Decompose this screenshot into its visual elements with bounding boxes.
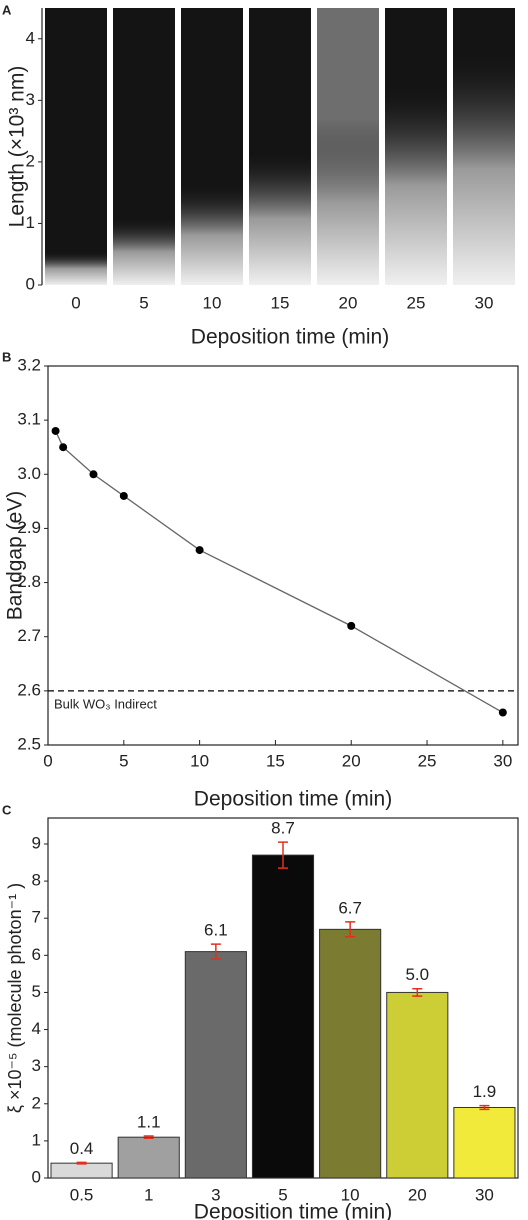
- error-bar: [345, 921, 356, 938]
- bar: [453, 1106, 516, 1179]
- value-label: 1.1: [137, 1113, 161, 1132]
- y-tick-label: 9: [32, 833, 41, 852]
- sem-image: [45, 8, 107, 285]
- x-axis-title: Deposition time (min): [191, 326, 389, 349]
- data-line: [54, 430, 504, 714]
- x-tick-label: 10: [341, 1185, 360, 1204]
- x-axis-title: Deposition time (min): [194, 1201, 392, 1220]
- x-tick-label: 5: [119, 751, 128, 770]
- x-tick-label: 30: [493, 751, 512, 770]
- x-tick-label: 10: [190, 751, 209, 770]
- data-point: [89, 470, 98, 479]
- y-tick-label: 2: [26, 151, 35, 170]
- value-label: 6.1: [204, 921, 228, 940]
- y-tick-label: 1: [32, 1130, 41, 1149]
- bar: [50, 1162, 113, 1179]
- x-axis-title: Deposition time (min): [194, 788, 392, 811]
- y-tick-label: 2.7: [17, 626, 41, 645]
- data-point: [347, 621, 356, 630]
- nanostructure-growth: [45, 251, 107, 285]
- x-tick-label: 25: [407, 293, 426, 312]
- error-bar: [479, 1104, 490, 1111]
- panel-label: A: [2, 2, 12, 17]
- y-tick-label: 3.1: [17, 410, 41, 429]
- bar: [117, 1136, 180, 1179]
- value-label: 1.9: [473, 1082, 497, 1101]
- y-tick-label: 0: [26, 274, 35, 293]
- y-tick-label: 3: [32, 1056, 41, 1075]
- data-point: [51, 426, 60, 435]
- error-bar: [278, 841, 288, 869]
- x-tick-label: 5: [278, 1185, 287, 1204]
- value-label: 0.4: [70, 1139, 94, 1158]
- y-tick-label: 3.2: [17, 355, 41, 374]
- y-tick-label: 2.6: [17, 680, 41, 699]
- y-tick-label: 2.8: [17, 572, 41, 591]
- y-tick-label: 3: [26, 90, 35, 109]
- x-tick-label: 15: [271, 293, 290, 312]
- x-tick-label: 10: [203, 293, 222, 312]
- error-bar: [143, 1135, 154, 1140]
- x-tick-label: 20: [342, 751, 361, 770]
- x-tick-label: 25: [418, 751, 437, 770]
- x-tick-label: 15: [266, 751, 285, 770]
- y-tick-label: 4: [32, 1019, 41, 1038]
- nanostructure-growth: [249, 152, 311, 285]
- x-tick-label: 20: [408, 1185, 427, 1204]
- x-tick-label: 0: [43, 751, 52, 770]
- x-tick-label: 5: [139, 293, 148, 312]
- value-label: 8.7: [271, 819, 295, 838]
- y-tick-label: 0: [32, 1167, 41, 1186]
- error-bar: [412, 987, 423, 997]
- nanostructure-growth: [385, 85, 447, 285]
- y-axis-title: Length (×10³ nm): [6, 66, 29, 228]
- y-tick-label: 2: [32, 1093, 41, 1112]
- data-point: [119, 491, 128, 500]
- x-tick-label: 1: [144, 1185, 153, 1204]
- y-tick-label: 4: [26, 28, 35, 47]
- x-tick-label: 0.5: [70, 1185, 94, 1204]
- bar: [386, 991, 449, 1179]
- value-label: 6.7: [338, 898, 362, 917]
- y-tick-label: 3.0: [17, 464, 41, 483]
- y-tick-label: 8: [32, 871, 41, 890]
- y-tick-label: 1: [26, 213, 35, 232]
- data-point: [195, 546, 204, 555]
- nanostructure-growth: [317, 118, 379, 285]
- x-tick-label: 0: [71, 293, 80, 312]
- reference-label: Bulk WO₃ Indirect: [54, 696, 157, 711]
- nanostructure-growth: [113, 218, 175, 285]
- x-tick-label: 20: [339, 293, 358, 312]
- y-tick-label: 7: [32, 908, 41, 927]
- y-tick-label: 6: [32, 945, 41, 964]
- nanostructure-growth: [453, 52, 515, 285]
- data-point: [59, 443, 68, 452]
- value-label: 5.0: [405, 965, 429, 984]
- y-tick-label: 2.9: [17, 518, 41, 537]
- y-axis-title: Bandgap (eV): [4, 491, 27, 621]
- y-tick-label: 2.5: [17, 734, 41, 753]
- error-bar: [76, 1161, 87, 1165]
- bar: [184, 951, 247, 1179]
- error-bar: [210, 943, 221, 960]
- x-tick-label: 30: [475, 1185, 494, 1204]
- panel-label: B: [2, 349, 11, 364]
- y-axis-title: ξ ×10⁻⁵ (molecule photon⁻¹ ): [5, 883, 25, 1113]
- x-tick-label: 3: [211, 1185, 220, 1204]
- plot-frame: [47, 365, 519, 746]
- y-tick-label: 5: [32, 982, 41, 1001]
- x-tick-label: 30: [475, 293, 494, 312]
- bar: [319, 928, 382, 1179]
- panel-label: C: [2, 802, 12, 817]
- data-point: [498, 708, 507, 717]
- bar: [251, 854, 315, 1179]
- nanostructure-growth: [181, 185, 243, 285]
